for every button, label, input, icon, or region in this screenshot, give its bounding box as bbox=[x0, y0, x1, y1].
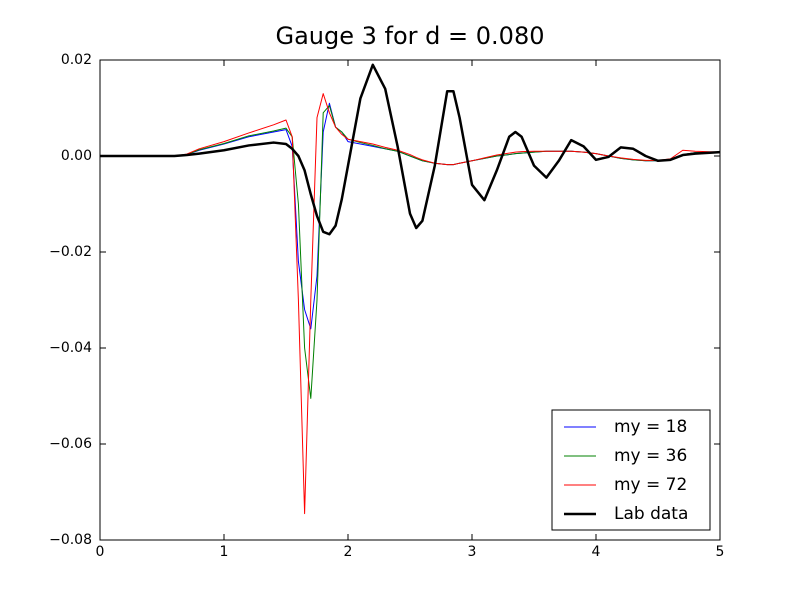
x-tick-label: 0 bbox=[96, 544, 105, 560]
x-tick-label: 5 bbox=[716, 544, 725, 560]
y-tick-label: −0.06 bbox=[49, 436, 92, 452]
legend-label: my = 36 bbox=[614, 446, 687, 466]
legend-label: my = 72 bbox=[614, 475, 687, 495]
y-tick-label: 0.02 bbox=[61, 52, 92, 68]
legend-box bbox=[551, 409, 711, 531]
legend-label: my = 18 bbox=[614, 417, 687, 437]
x-tick-label: 3 bbox=[468, 544, 477, 560]
plot-frame bbox=[99, 59, 721, 541]
legend-label: Lab data bbox=[614, 504, 688, 524]
line-series bbox=[100, 63, 721, 236]
line-series bbox=[100, 93, 721, 515]
y-tick-label: 0.00 bbox=[61, 148, 92, 164]
x-tick-label: 1 bbox=[220, 544, 229, 560]
x-tick-label: 4 bbox=[592, 544, 601, 560]
y-tick-label: −0.02 bbox=[49, 244, 92, 260]
y-tick-label: −0.04 bbox=[49, 340, 92, 356]
x-tick-label: 2 bbox=[344, 544, 353, 560]
chart-title: Gauge 3 for d = 0.080 bbox=[276, 22, 545, 50]
y-tick-label: −0.08 bbox=[49, 532, 92, 548]
